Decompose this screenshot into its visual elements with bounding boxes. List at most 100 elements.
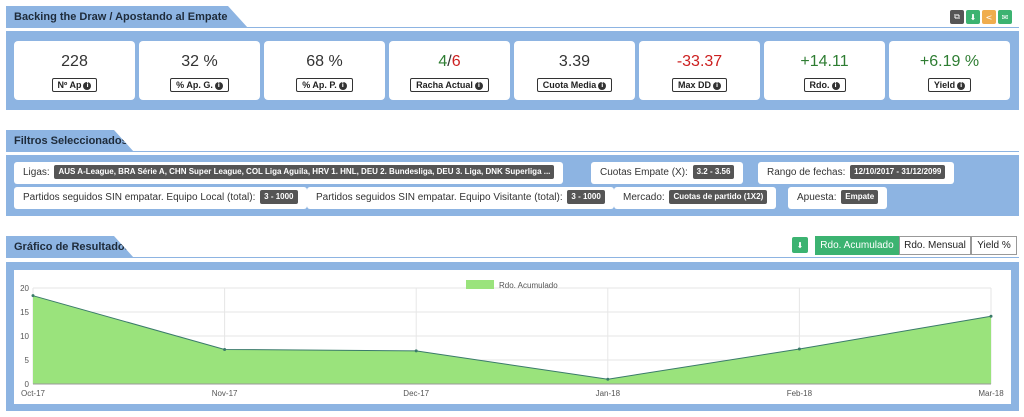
y-tick-label: 10	[20, 332, 29, 341]
tab-cumulative[interactable]: Rdo. Acumulado	[815, 236, 899, 255]
y-tick-label: 0	[25, 380, 30, 389]
filter-label: Mercado:	[623, 192, 665, 203]
filters-title: Filtros Seleccionados	[6, 130, 134, 152]
stat-value: 4/6	[389, 52, 510, 72]
filter-date-range: Rango de fechas: 12/10/2017 - 31/12/2099	[758, 162, 955, 184]
filter-label: Partidos seguidos SIN empatar. Equipo Vi…	[316, 192, 563, 203]
info-icon[interactable]: i	[338, 81, 347, 90]
download-icon: ⬇	[796, 240, 804, 250]
streak-losses: 6	[451, 53, 461, 70]
copy-icon: ⧉	[954, 12, 960, 21]
info-icon[interactable]: i	[598, 81, 607, 90]
data-point	[31, 294, 35, 298]
filter-value: 12/10/2017 - 31/12/2099	[850, 165, 946, 180]
info-icon[interactable]: i	[957, 81, 966, 90]
share-button[interactable]: <	[982, 10, 996, 24]
results-divider	[6, 257, 1019, 258]
stat-value: 32 %	[181, 53, 218, 70]
x-tick-label: Nov-17	[212, 389, 238, 398]
streak-wins: 4	[438, 53, 448, 70]
x-tick-label: Feb-18	[787, 389, 813, 398]
stat-card-streak: 4/6 Racha Actual i	[389, 41, 510, 100]
filter-label: Partidos seguidos SIN empatar. Equipo Lo…	[23, 192, 256, 203]
filter-value: AUS A-League, BRA Série A, CHN Super Lea…	[54, 165, 555, 180]
stat-label[interactable]: Yield i	[927, 78, 972, 92]
chart-download-button[interactable]: ⬇	[792, 237, 808, 253]
filter-bet: Apuesta: Empate	[788, 187, 888, 209]
results-header: Gráfico de Resultados	[6, 236, 1019, 258]
y-tick-label: 5	[25, 356, 30, 365]
results-chart: 0 5 10 15 20 Oct-17 Nov-17 Dec-17 Jan-18 Feb-18 Ma…	[20, 280, 1004, 398]
stat-label[interactable]: Nº Ap i	[51, 78, 98, 92]
stat-value: +6.19 %	[919, 53, 980, 70]
stat-label[interactable]: Rdo. i	[803, 78, 846, 92]
envelope-icon: ✉	[1001, 12, 1009, 22]
filter-value: Empate	[841, 190, 879, 205]
filter-draw-odds: Cuotas Empate (X): 3.2 - 3.56	[591, 162, 744, 184]
stat-card-loss-pct: 68 % % Ap. P. i	[264, 41, 385, 100]
info-icon[interactable]: i	[83, 81, 92, 90]
share-icon: <	[985, 12, 993, 22]
filter-away-streak: Partidos seguidos SIN empatar. Equipo Vi…	[307, 187, 614, 209]
info-icon[interactable]: i	[831, 81, 840, 90]
stat-value: 228	[61, 53, 88, 70]
stat-card-win-pct: 32 % % Ap. G. i	[139, 41, 260, 100]
x-tick-label: Oct-17	[21, 389, 46, 398]
legend-swatch	[466, 280, 494, 289]
filter-label: Apuesta:	[797, 192, 837, 203]
stat-value: 68 %	[306, 53, 343, 70]
info-icon[interactable]: i	[474, 81, 483, 90]
filter-label: Cuotas Empate (X):	[600, 167, 688, 178]
stat-card-bets: 228 Nº Ap i	[14, 41, 135, 100]
tab-yield[interactable]: Yield %	[971, 236, 1017, 255]
stat-card-yield: +6.19 % Yield i	[889, 41, 1010, 100]
email-button[interactable]: ✉	[998, 10, 1012, 24]
filter-value: Cuotas de partido (1X2)	[669, 190, 768, 205]
stat-value: 3.39	[558, 53, 591, 70]
stat-value: +14.11	[800, 53, 849, 70]
legend-label: Rdo. Acumulado	[499, 281, 558, 290]
series-line	[32, 295, 992, 380]
filters-divider	[6, 151, 1019, 152]
x-tick-label: Jan-18	[596, 389, 621, 398]
x-tick-label: Mar-18	[978, 389, 1004, 398]
data-point	[414, 349, 418, 353]
filter-value: 3 - 1000	[567, 190, 605, 205]
data-point	[797, 347, 801, 351]
data-point	[223, 347, 227, 351]
filter-label: Rango de fechas:	[767, 167, 846, 178]
stat-card-max-dd: -33.37 Max DD i	[639, 41, 760, 100]
tab-monthly[interactable]: Rdo. Mensual	[899, 236, 971, 255]
info-icon[interactable]: i	[713, 81, 721, 90]
y-tick-label: 20	[20, 284, 29, 293]
filters-header: Filtros Seleccionados	[6, 130, 1019, 152]
y-tick-label: 15	[20, 308, 29, 317]
filter-home-streak: Partidos seguidos SIN empatar. Equipo Lo…	[14, 187, 307, 209]
filter-label: Ligas:	[23, 167, 50, 178]
stat-card-avg-odds: 3.39 Cuota Media i	[514, 41, 635, 100]
summary-header: Backing the Draw / Apostando al Empate	[6, 6, 1019, 28]
summary-divider	[6, 27, 1019, 28]
filter-value: 3.2 - 3.56	[692, 165, 735, 180]
download-icon: ⬇	[969, 12, 977, 22]
filter-market: Mercado: Cuotas de partido (1X2)	[614, 187, 777, 209]
data-point	[989, 314, 993, 318]
streak-sep: /	[447, 53, 452, 70]
download-button[interactable]: ⬇	[966, 10, 980, 24]
stat-label[interactable]: Racha Actual i	[410, 78, 489, 92]
stat-value: -33.37	[676, 53, 723, 70]
stat-card-result: +14.11 Rdo. i	[764, 41, 885, 100]
chart-container: 0 5 10 15 20 Oct-17 Nov-17 Dec-17 Jan-18 Feb-18 Ma…	[14, 270, 1011, 404]
data-point	[606, 377, 610, 381]
results-title: Gráfico de Resultados	[6, 236, 134, 258]
stat-label[interactable]: % Ap. P. i	[296, 78, 353, 92]
stat-label[interactable]: Cuota Media i	[536, 78, 613, 92]
stat-label[interactable]: Max DD i	[671, 78, 727, 92]
filter-value: 3 - 1000	[260, 190, 298, 205]
filter-leagues: Ligas: AUS A-League, BRA Série A, CHN Su…	[14, 162, 564, 184]
series-area	[33, 295, 991, 384]
x-tick-label: Dec-17	[403, 389, 429, 398]
info-icon[interactable]: i	[214, 81, 223, 90]
copy-button[interactable]: ⧉	[950, 10, 964, 24]
stat-label[interactable]: % Ap. G. i	[170, 78, 229, 92]
